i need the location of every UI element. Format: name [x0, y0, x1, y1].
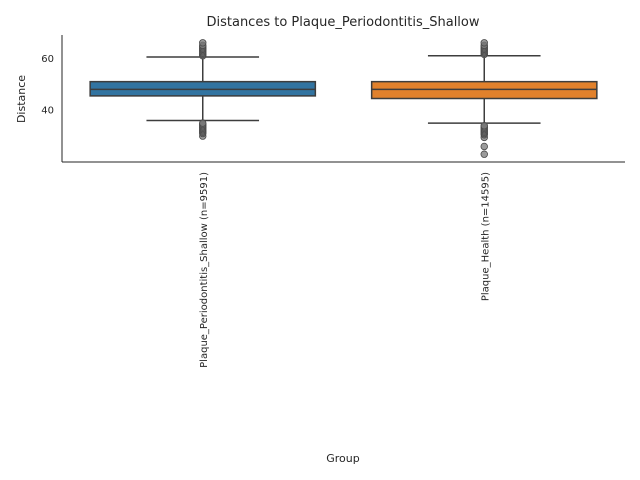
y-axis-label: Distance — [15, 75, 28, 123]
x-axis: Plaque_Periodontitis_Shallow (n=9591) Pla… — [62, 161, 625, 368]
x-axis-label: Group — [326, 452, 360, 465]
y-tick-label: 40 — [41, 106, 54, 117]
x-tick-label: Plaque_Periodontitis_Shallow (n=9591) — [199, 172, 210, 368]
y-axis: 40 60 — [41, 35, 63, 162]
x-tick-label: Plaque_Health (n=14595) — [480, 172, 491, 301]
plot-area — [89, 39, 598, 158]
outlier-point — [480, 122, 488, 130]
outlier-point — [480, 142, 488, 151]
outlier-point — [199, 39, 207, 47]
y-tick-label: 60 — [41, 54, 54, 65]
box-group — [89, 39, 317, 140]
outlier-point — [480, 150, 488, 158]
outlier-point — [480, 39, 488, 47]
chart-title: Distances to Plaque_Periodontitis_Shallo… — [206, 15, 479, 30]
box-group — [370, 39, 598, 158]
outlier-point — [199, 119, 207, 127]
